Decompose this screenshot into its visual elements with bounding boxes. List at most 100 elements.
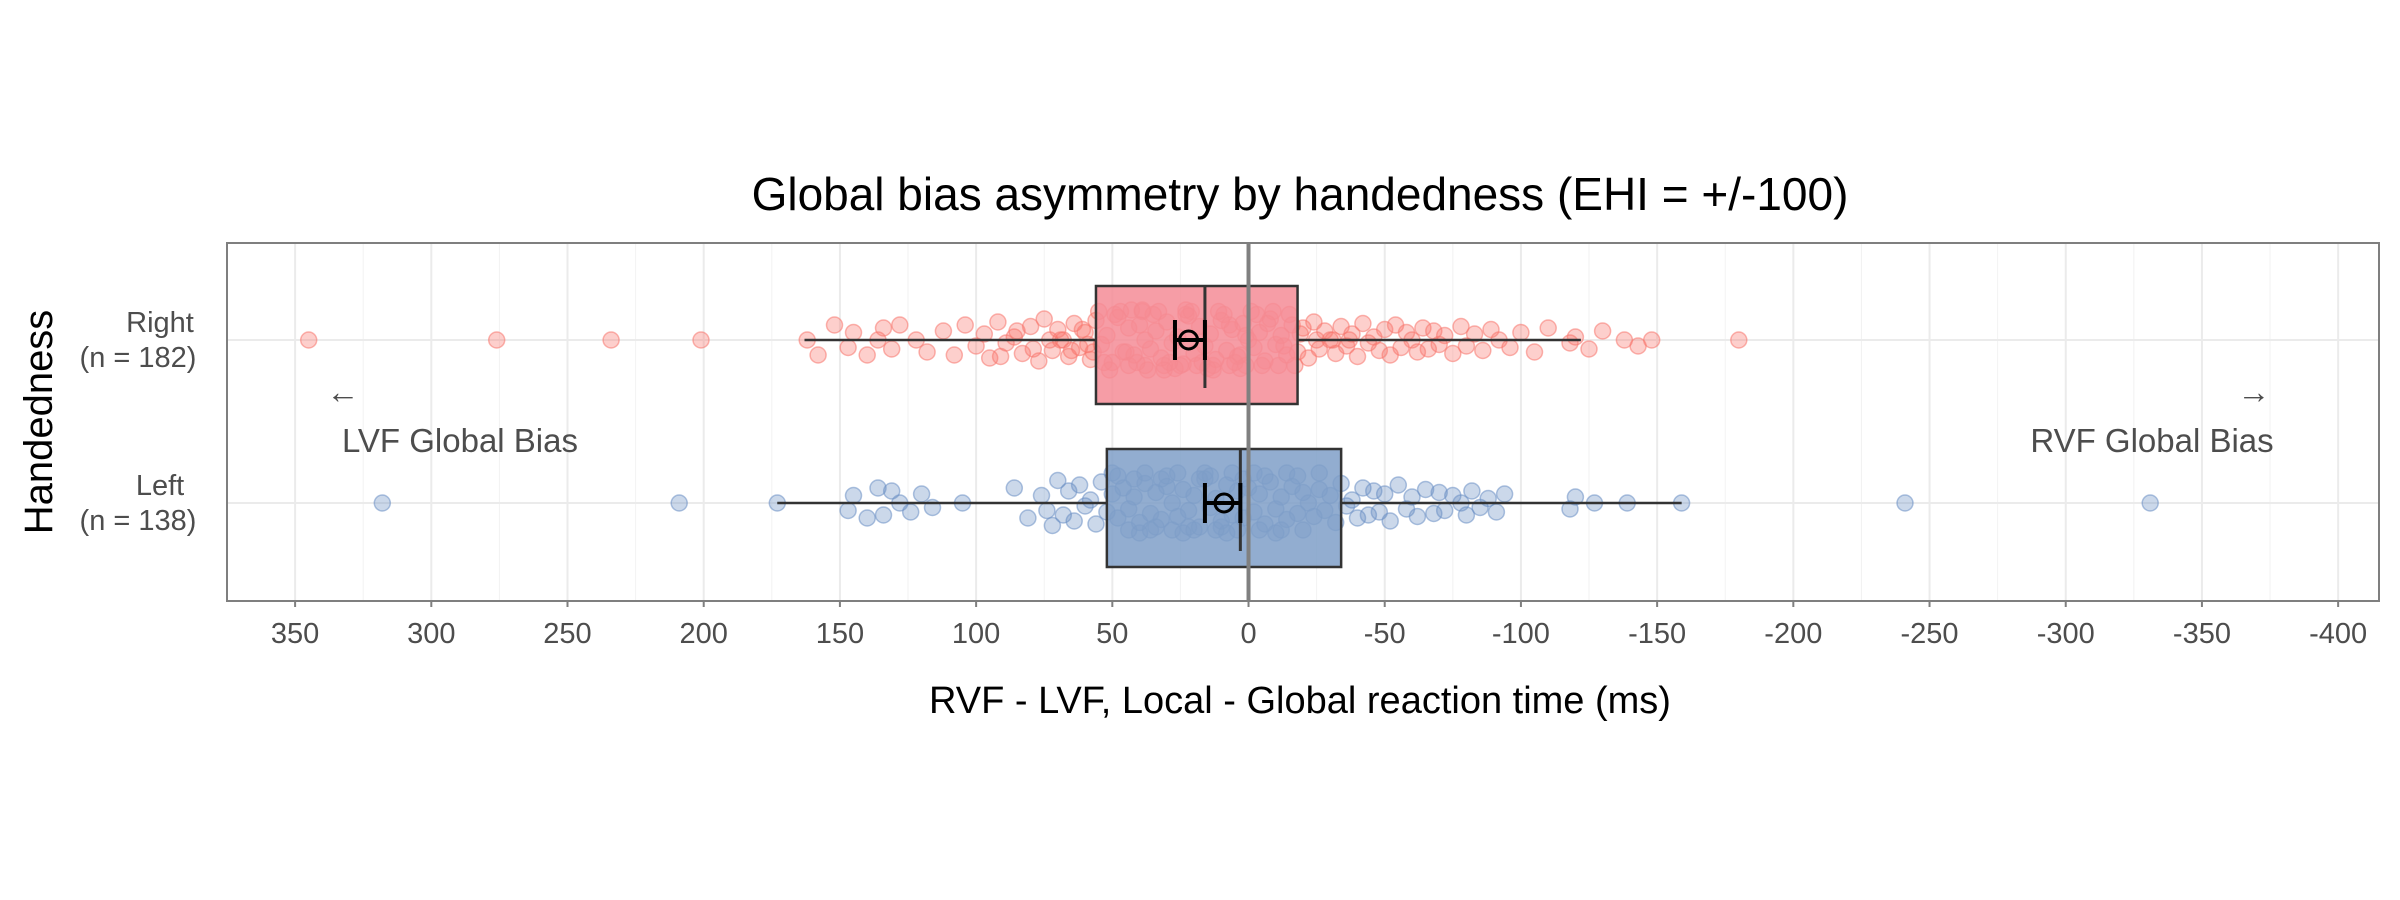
data-point — [1024, 340, 1043, 358]
plot-border — [226, 242, 2380, 602]
data-point — [891, 316, 909, 334]
x-tick-label: 150 — [816, 618, 864, 650]
data-point — [912, 485, 931, 503]
data-point — [934, 322, 953, 340]
data-point — [1457, 337, 1476, 355]
data-point — [1444, 344, 1462, 363]
data-point — [1487, 503, 1506, 521]
boxplots — [777, 284, 1682, 569]
data-point — [1416, 480, 1435, 499]
category-label-left: Left — [136, 470, 184, 502]
annotation-label: RVF Global Bias — [2030, 422, 2273, 459]
data-point — [991, 347, 1010, 366]
x-tick-label: -150 — [1628, 618, 1686, 650]
data-point — [1073, 320, 1092, 339]
data-point — [1389, 476, 1408, 494]
data-point — [1525, 343, 1544, 361]
data-point — [1354, 479, 1372, 497]
data-point — [882, 340, 901, 358]
data-point — [487, 331, 506, 349]
annotation-arrow: → — [2238, 373, 2271, 410]
data-point — [945, 346, 964, 364]
data-point — [1414, 319, 1432, 337]
x-tick-label: -200 — [1764, 618, 1822, 650]
x-tick-label: -300 — [2037, 618, 2095, 650]
data-point — [1365, 482, 1383, 500]
x-tick-label: 200 — [680, 618, 728, 650]
data-point — [373, 494, 392, 512]
data-point — [1512, 323, 1530, 342]
annotations: ← LVF Global Bias → RVF Global Bias — [327, 373, 2274, 459]
data-point — [1049, 471, 1067, 490]
data-point — [299, 331, 318, 349]
data-point — [1375, 320, 1394, 339]
x-tick-label: 100 — [952, 618, 1000, 650]
data-point — [1019, 509, 1037, 527]
data-point — [1566, 328, 1585, 346]
y-axis-label: Handedness — [17, 310, 61, 535]
data-point — [1403, 488, 1421, 506]
data-point — [844, 323, 863, 342]
data-point — [1580, 340, 1598, 358]
data-point — [1062, 341, 1081, 360]
data-point — [1348, 509, 1367, 527]
data-point — [1087, 515, 1105, 533]
data-point — [858, 346, 876, 364]
box-left — [1105, 447, 1343, 569]
data-point — [975, 325, 994, 343]
data-point — [1035, 310, 1053, 328]
x-tick-label: -100 — [1492, 618, 1550, 650]
mean-point — [1213, 492, 1235, 514]
mean-markers — [1172, 320, 1243, 523]
data-point — [1381, 512, 1399, 530]
data-point — [882, 482, 901, 500]
data-point — [1593, 322, 1612, 340]
data-point — [918, 343, 936, 361]
category-count-left: (n = 138) — [80, 505, 197, 537]
data-point — [825, 316, 844, 334]
data-point — [1359, 506, 1378, 524]
data-point — [1435, 501, 1454, 520]
data-point — [1070, 476, 1089, 494]
data-point — [1021, 317, 1040, 336]
data-point — [809, 346, 827, 364]
x-axis-label: RVF - LVF, Local - Global reaction time … — [929, 680, 1671, 722]
data-point — [1642, 331, 1661, 349]
data-point — [1370, 341, 1389, 360]
category-label-right: Right — [126, 307, 194, 339]
annotation-arrow: ← — [327, 373, 360, 410]
data-point — [967, 337, 985, 355]
data-point — [1065, 512, 1083, 530]
data-point — [602, 331, 620, 349]
data-point — [844, 486, 863, 505]
data-point — [1059, 482, 1078, 500]
data-point — [1005, 479, 1024, 497]
data-point — [1354, 314, 1372, 333]
data-point — [1501, 338, 1519, 357]
data-point — [692, 331, 710, 349]
x-axis-ticks: 350 300 250 200 150 100 50 0 -50 -100 -150 -200 -250… — [271, 601, 2367, 650]
data-point — [956, 316, 974, 334]
category-count-right: (n = 182) — [80, 342, 197, 374]
data-point — [1730, 331, 1748, 349]
data-point — [1408, 343, 1427, 361]
data-point — [1457, 506, 1476, 524]
box-right — [1094, 284, 1299, 406]
data-point — [1896, 494, 1914, 512]
x-tick-label: 50 — [1096, 618, 1128, 650]
data-point — [1452, 317, 1470, 336]
data-point — [1566, 488, 1585, 506]
data-point — [1054, 506, 1073, 524]
data-point — [874, 319, 893, 337]
x-tick-label: 300 — [407, 618, 455, 650]
chart-title: Global bias asymmetry by handedness (EHI… — [752, 168, 1849, 220]
x-tick-label: 250 — [543, 618, 591, 650]
annotation-label: LVF Global Bias — [342, 422, 578, 459]
data-point — [2141, 494, 2159, 512]
data-point — [901, 503, 920, 521]
data-point — [1008, 322, 1026, 340]
x-tick-label: -400 — [2309, 618, 2367, 650]
y-axis-categories: Right(n = 182) Left(n = 138) — [80, 307, 197, 537]
data-point — [1081, 491, 1100, 509]
